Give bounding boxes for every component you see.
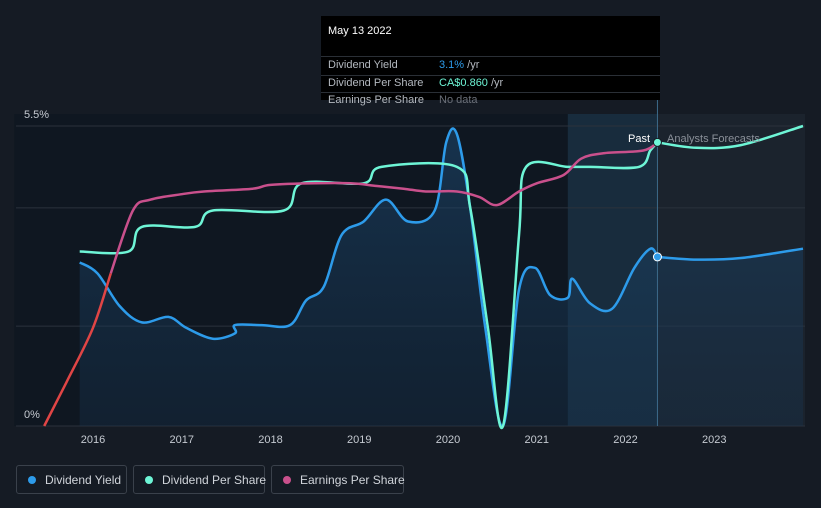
tooltip-value-unit: /yr <box>487 77 504 89</box>
tooltip-row-dividend-yield: Dividend Yield 3.1% /yr <box>321 57 660 75</box>
y-tick-label: 0% <box>24 409 40 421</box>
dividend-per-share-forecast-line <box>657 124 804 150</box>
legend-label: Dividend Yield <box>45 473 122 487</box>
tooltip-label: Dividend Per Share <box>328 77 424 89</box>
dividend-per-share-line <box>79 141 659 430</box>
dividend-per-share-marker[interactable] <box>652 137 662 147</box>
tooltip: May 13 2022 Dividend Yield 3.1% /yr Divi… <box>321 16 660 106</box>
tooltip-value-number: CA$0.860 <box>439 77 488 89</box>
tooltip-row-dividend-per-share: Dividend Per Share CA$0.860 /yr <box>321 75 660 93</box>
legend-label: Earnings Per Share <box>300 473 405 487</box>
tooltip-label: Dividend Yield <box>328 59 398 71</box>
tooltip-value-number: No data <box>439 94 478 106</box>
tooltip-divider <box>321 92 660 93</box>
tooltip-value: No data <box>439 94 478 106</box>
tooltip-value-unit: /yr <box>464 59 480 71</box>
x-tick-label: 2018 <box>258 434 282 446</box>
legend-dot-icon <box>28 476 36 484</box>
tooltip-row-earnings-per-share: Earnings Per Share No data <box>321 92 660 110</box>
x-tick-label: 2023 <box>702 434 726 446</box>
dividend-yield-marker[interactable] <box>652 252 662 262</box>
legend-earnings-per-share[interactable]: Earnings Per Share <box>271 465 405 494</box>
analysts-forecasts-label: Analysts Forecasts <box>667 133 760 145</box>
x-tick-label: 2020 <box>436 434 460 446</box>
dividend-yield-area <box>79 128 803 427</box>
earnings-per-share-line-negative <box>43 272 112 427</box>
legend-dot-icon <box>283 476 291 484</box>
legend-dot-icon <box>145 476 153 484</box>
x-tick-label: 2016 <box>81 434 105 446</box>
legend-dividend-per-share[interactable]: Dividend Per Share <box>133 465 267 494</box>
tooltip-value: 3.1% /yr <box>439 59 479 71</box>
x-tick-label: 2022 <box>613 434 637 446</box>
tooltip-value-number: 3.1% <box>439 59 465 71</box>
dividend-yield-forecast-line <box>657 247 804 261</box>
earnings-per-share-line <box>109 141 659 274</box>
tooltip-value: CA$0.860 /yr <box>439 77 503 89</box>
past-label: Past <box>628 133 650 145</box>
x-tick-label: 2021 <box>525 434 549 446</box>
y-tick-label: 5.5% <box>24 109 49 121</box>
x-tick-label: 2017 <box>170 434 194 446</box>
dividend-yield-line <box>79 127 659 428</box>
tooltip-divider <box>321 75 660 76</box>
legend-dividend-yield[interactable]: Dividend Yield <box>16 465 127 494</box>
x-tick-label: 2019 <box>347 434 371 446</box>
tooltip-date: May 13 2022 <box>328 25 392 37</box>
legend-label: Dividend Per Share <box>162 473 267 487</box>
tooltip-label: Earnings Per Share <box>328 94 424 106</box>
tooltip-divider <box>321 56 660 57</box>
